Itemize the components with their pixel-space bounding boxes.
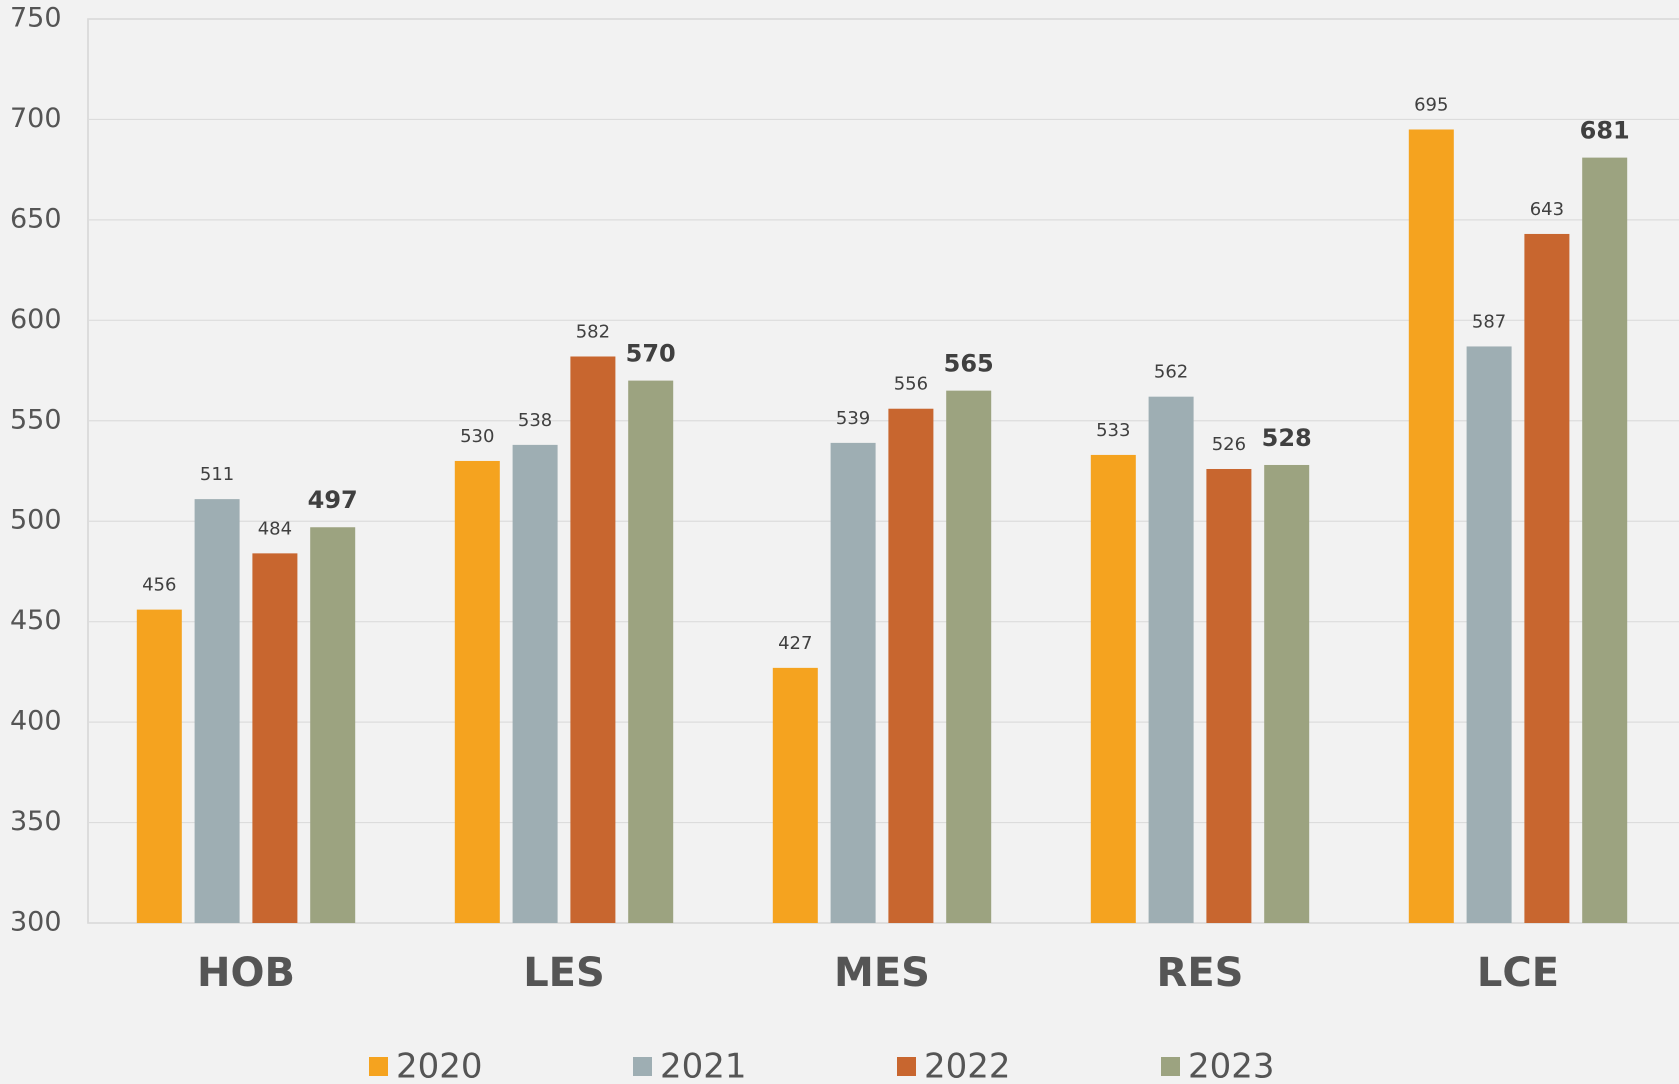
value-label: 556 (894, 374, 928, 395)
y-tick-label: 450 (10, 605, 62, 636)
value-label: 526 (1212, 434, 1246, 455)
x-tick-label: LCE (1477, 950, 1559, 996)
bar (310, 527, 356, 923)
legend-label: 2022 (924, 1047, 1011, 1084)
y-tick-label: 300 (10, 907, 62, 938)
bar (512, 444, 558, 923)
value-label: 681 (1580, 117, 1630, 145)
y-tick-label: 500 (10, 505, 62, 536)
value-label: 562 (1154, 362, 1188, 383)
value-label: 511 (200, 464, 234, 485)
bar (772, 667, 818, 923)
y-tick-label: 550 (10, 404, 62, 435)
legend-swatch (369, 1057, 388, 1076)
bar (888, 408, 934, 923)
x-tick-label: MES (834, 950, 930, 996)
value-label: 456 (142, 575, 176, 596)
value-label: 497 (308, 486, 358, 514)
value-label: 565 (944, 350, 994, 378)
bar (1582, 157, 1628, 923)
bar (628, 380, 674, 924)
bar (1090, 454, 1136, 923)
bar (946, 390, 992, 924)
bar (194, 499, 240, 923)
y-tick-label: 350 (10, 806, 62, 837)
legend-swatch (897, 1057, 916, 1076)
bar (830, 442, 876, 923)
x-tick-label: HOB (197, 950, 295, 996)
value-label: 643 (1530, 199, 1564, 220)
legend-label: 2021 (660, 1047, 747, 1084)
legend-label: 2023 (1188, 1047, 1275, 1084)
bar (1206, 468, 1252, 923)
y-tick-label: 700 (10, 103, 62, 134)
x-tick-label: LES (523, 950, 605, 996)
value-label: 484 (258, 518, 292, 539)
value-label: 530 (460, 426, 494, 447)
y-tick-label: 750 (10, 3, 62, 34)
legend-label: 2020 (396, 1047, 483, 1084)
bar (136, 609, 182, 923)
value-label: 427 (778, 633, 812, 654)
legend-swatch (1161, 1057, 1180, 1076)
value-label: 538 (518, 410, 552, 431)
bar (1264, 464, 1310, 923)
value-label: 570 (626, 340, 676, 368)
bar (1524, 233, 1570, 923)
y-tick-label: 650 (10, 203, 62, 234)
value-label: 695 (1414, 94, 1448, 115)
value-label: 582 (576, 321, 610, 342)
y-tick-label: 400 (10, 706, 62, 737)
y-tick-label: 600 (10, 304, 62, 335)
legend-swatch (633, 1057, 652, 1076)
bar (1408, 129, 1454, 923)
value-label: 539 (836, 408, 870, 429)
value-label: 587 (1472, 311, 1506, 332)
bar (1148, 396, 1194, 923)
bar (1466, 346, 1512, 924)
bar (570, 356, 616, 923)
bar (252, 553, 298, 923)
value-label: 528 (1262, 424, 1312, 452)
bar (454, 460, 500, 923)
value-label: 533 (1096, 420, 1130, 441)
x-tick-label: RES (1157, 950, 1244, 996)
